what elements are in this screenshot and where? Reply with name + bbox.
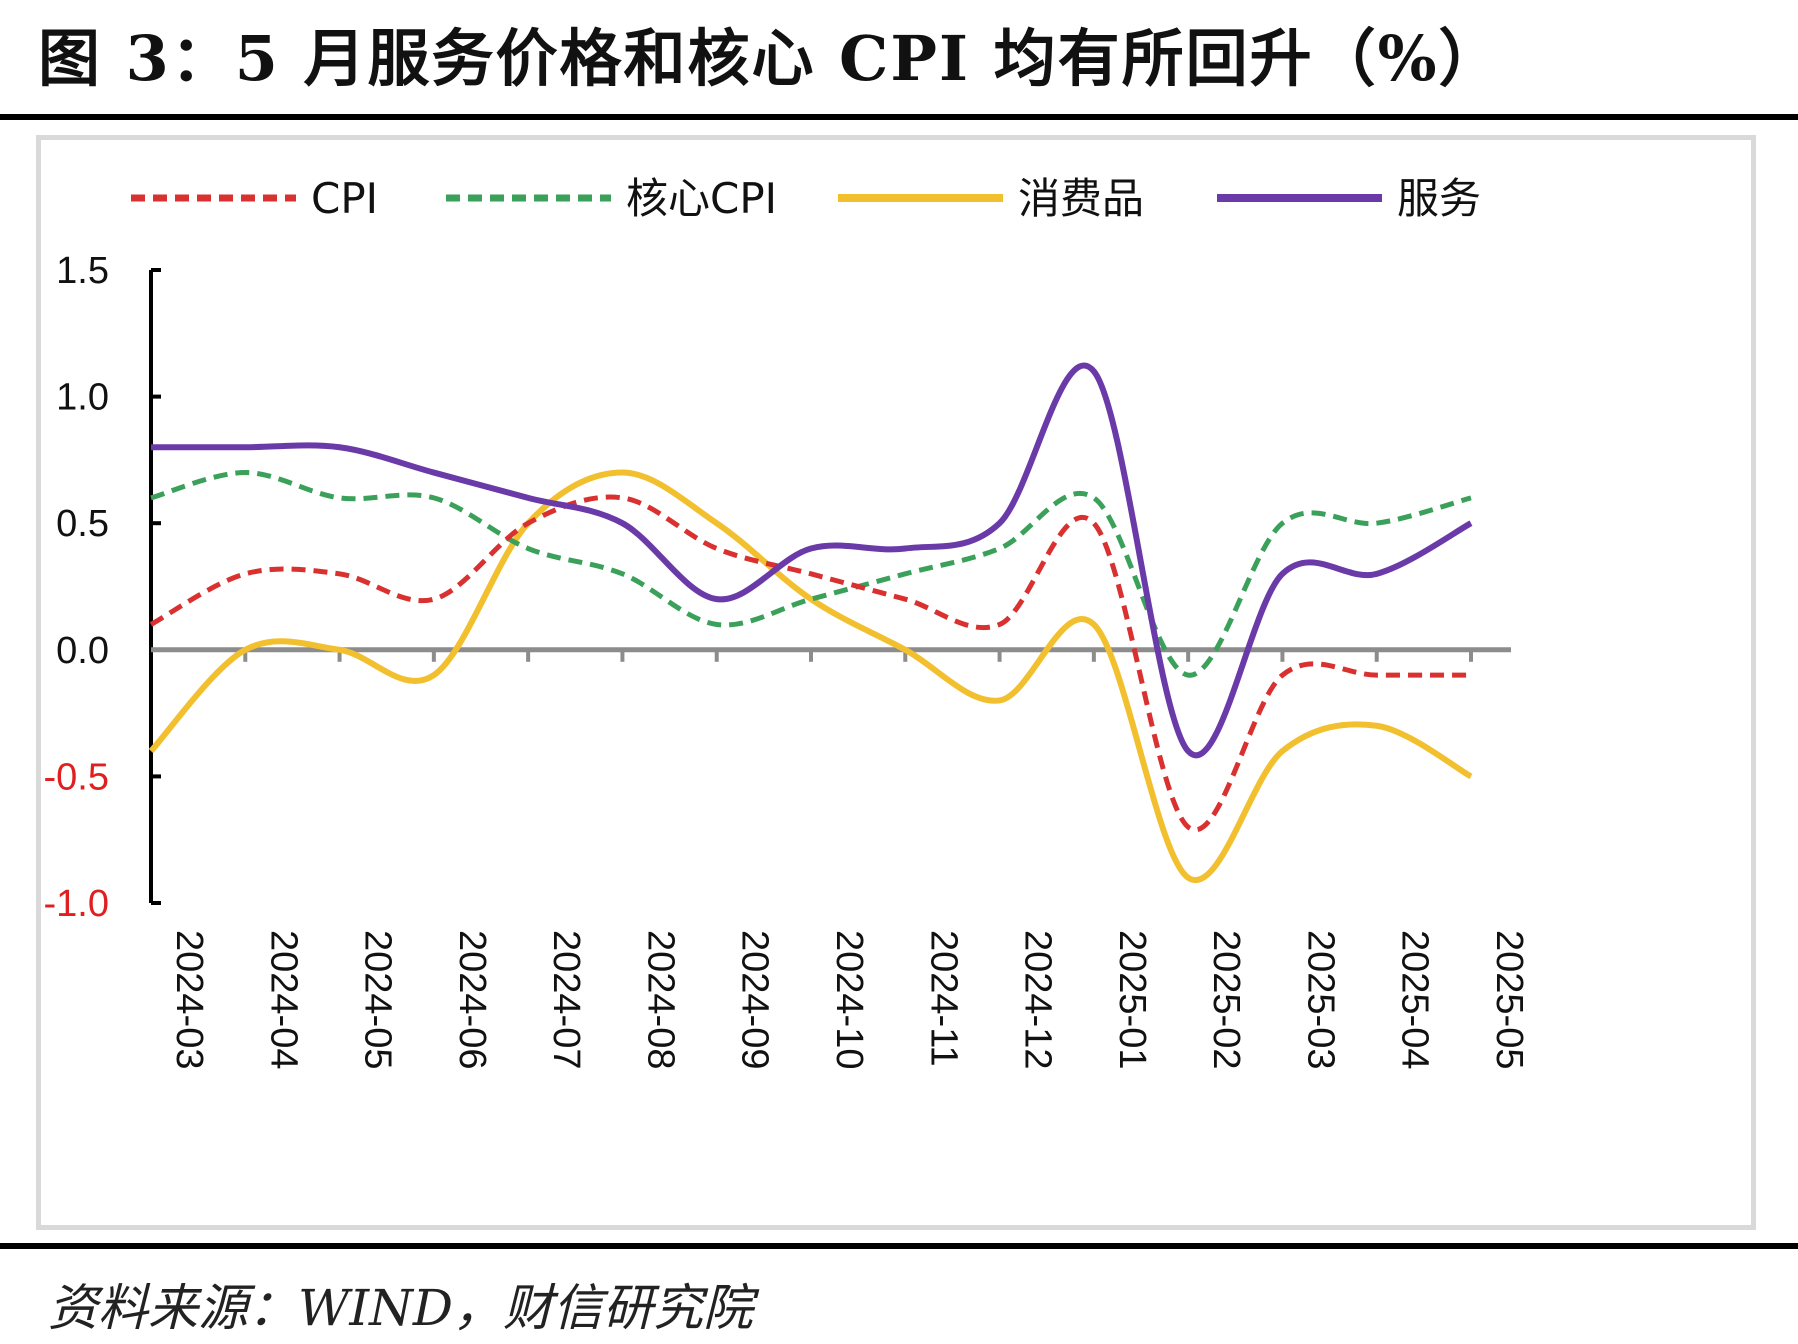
bottom-rule bbox=[0, 1243, 1798, 1249]
top-rule bbox=[0, 114, 1798, 120]
x-tick-label: 2024-08 bbox=[639, 930, 681, 1069]
series-line-2 bbox=[148, 469, 1473, 884]
axes: 1.5 1.0 0.5 0.0 -0.5 -1.0 2024-03 2024-04 2024-0… bbox=[44, 250, 1530, 1069]
series-line-0 bbox=[149, 494, 1471, 833]
figure-title: 图 3：5 月服务价格和核心 CPI 均有所回升（%） bbox=[38, 22, 1503, 95]
x-tick-label: 2025-03 bbox=[1299, 930, 1341, 1069]
y-tick-label: -1.0 bbox=[44, 883, 109, 925]
x-tick-label: 2024-07 bbox=[545, 930, 587, 1069]
legend-label: 服务 bbox=[1397, 174, 1481, 223]
x-tick-label: 2024-04 bbox=[262, 930, 304, 1069]
legend-label: CPI bbox=[311, 174, 378, 223]
y-tick-label: 1.5 bbox=[56, 250, 109, 292]
legend-label: 消费品 bbox=[1018, 174, 1144, 223]
series-line-3 bbox=[151, 362, 1473, 758]
y-tick-label: -0.5 bbox=[44, 756, 109, 798]
x-tick-label: 2025-02 bbox=[1205, 930, 1247, 1069]
series-lines bbox=[148, 362, 1473, 884]
source-note: 资料来源：WIND，财信研究院 bbox=[48, 1279, 753, 1337]
legend: CPI 核心CPI 消费品 服务 bbox=[131, 174, 1481, 223]
series-line-1 bbox=[150, 470, 1472, 678]
line-chart: CPI 核心CPI 消费品 服务 1.5 1.0 0.5 0.0 -0.5 -1.0 2024-0… bbox=[44, 174, 1530, 1069]
y-tick-label: 0.0 bbox=[56, 630, 109, 672]
chart-frame: CPI 核心CPI 消费品 服务 1.5 1.0 0.5 0.0 -0.5 -1.0 2024-0… bbox=[36, 135, 1756, 1230]
x-tick-label: 2024-05 bbox=[357, 930, 399, 1069]
x-tick-label: 2025-01 bbox=[1111, 930, 1153, 1069]
x-tick-label: 2025-04 bbox=[1394, 930, 1436, 1069]
y-tick-label: 0.5 bbox=[56, 503, 109, 545]
x-tick-label: 2024-10 bbox=[828, 930, 870, 1069]
legend-label: 核心CPI bbox=[626, 174, 777, 223]
x-tick-label: 2024-12 bbox=[1017, 930, 1059, 1069]
x-tick-label: 2024-03 bbox=[168, 930, 210, 1069]
x-tick-label: 2024-11 bbox=[922, 930, 964, 1067]
y-tick-label: 1.0 bbox=[56, 377, 109, 419]
x-tick-label: 2025-05 bbox=[1488, 930, 1530, 1069]
x-tick-label: 2024-06 bbox=[451, 930, 493, 1069]
x-tick-label: 2024-09 bbox=[734, 930, 776, 1069]
